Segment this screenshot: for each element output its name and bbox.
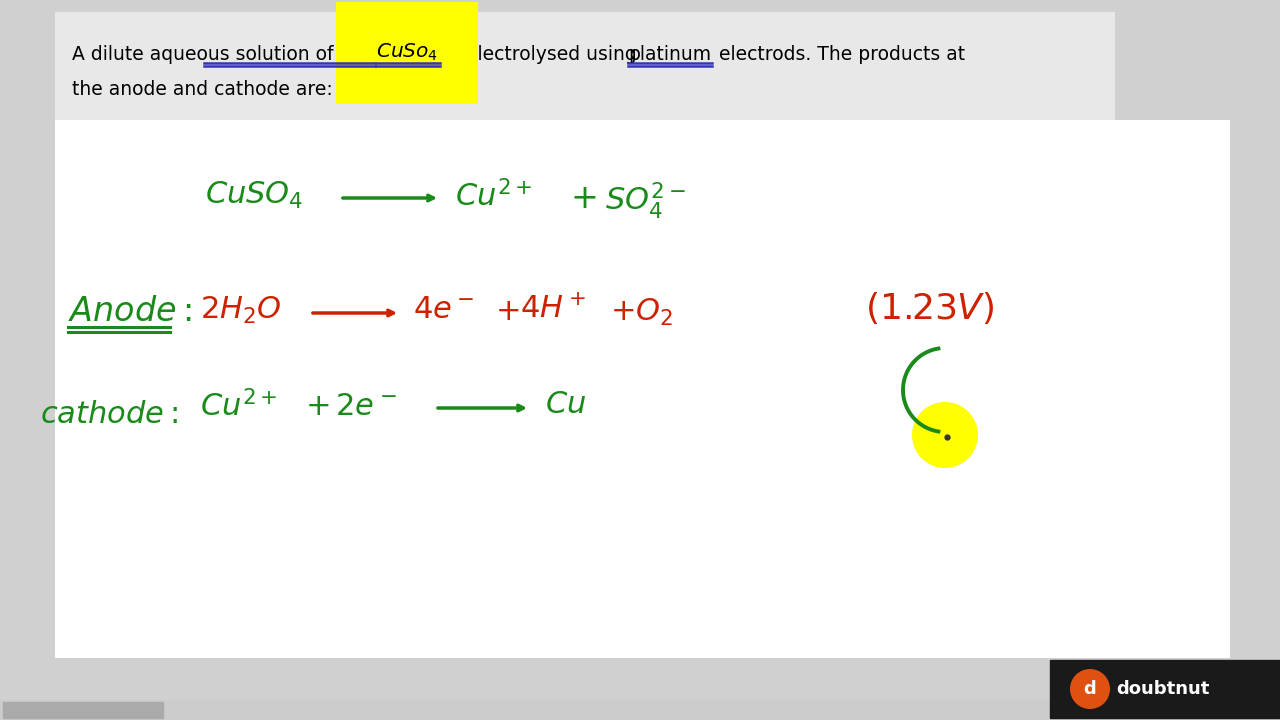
Text: $\mathit{4H^+}$: $\mathit{4H^+}$: [520, 295, 586, 324]
Text: d: d: [1084, 680, 1097, 698]
Bar: [0, 700, 1280, 720]
Text: $\mathit{+}$: $\mathit{+}$: [495, 297, 520, 326]
Text: platinum: platinum: [628, 45, 712, 64]
Circle shape: [911, 402, 978, 468]
Text: A dilute aqueous solution of: A dilute aqueous solution of: [72, 45, 339, 64]
Bar: [1050, 660, 1280, 718]
Text: $\mathit{Cu^{2+}}$: $\mathit{Cu^{2+}}$: [200, 390, 278, 423]
Bar: [55, 12, 1115, 120]
Bar: [55, 120, 1230, 658]
Text: $\mathit{Cu}$: $\mathit{Cu}$: [545, 390, 586, 419]
Text: the anode and cathode are:: the anode and cathode are:: [72, 80, 333, 99]
Text: $\mathit{4e^-}$: $\mathit{4e^-}$: [413, 295, 475, 324]
Text: $\mathit{CuSo_4}$: $\mathit{CuSo_4}$: [376, 42, 438, 63]
Text: $\mathit{Cu^{2+}}$: $\mathit{Cu^{2+}}$: [454, 180, 532, 212]
Text: $\mathit{+\,2e^-}$: $\mathit{+\,2e^-}$: [305, 392, 397, 421]
Text: $\mathit{+}$: $\mathit{+}$: [570, 182, 596, 215]
Text: $\mathit{+O_2}$: $\mathit{+O_2}$: [611, 297, 673, 328]
Text: $\mathit{cathode:}$: $\mathit{cathode:}$: [40, 400, 178, 429]
Bar: [3, 702, 163, 718]
Text: electrods. The products at: electrods. The products at: [713, 45, 965, 64]
Text: is electrolysed using: is electrolysed using: [439, 45, 643, 64]
Circle shape: [1070, 669, 1110, 709]
Text: $\mathit{( 1.23 V)}$: $\mathit{( 1.23 V)}$: [865, 290, 995, 326]
Text: $\mathit{SO_4^{2-}}$: $\mathit{SO_4^{2-}}$: [605, 180, 686, 221]
Text: $\mathit{Anode:}$: $\mathit{Anode:}$: [68, 295, 192, 328]
Text: doubtnut: doubtnut: [1116, 680, 1210, 698]
Text: $\mathit{2H_2O}$: $\mathit{2H_2O}$: [200, 295, 282, 326]
Text: $\mathit{CuSO_4}$: $\mathit{CuSO_4}$: [205, 180, 303, 211]
